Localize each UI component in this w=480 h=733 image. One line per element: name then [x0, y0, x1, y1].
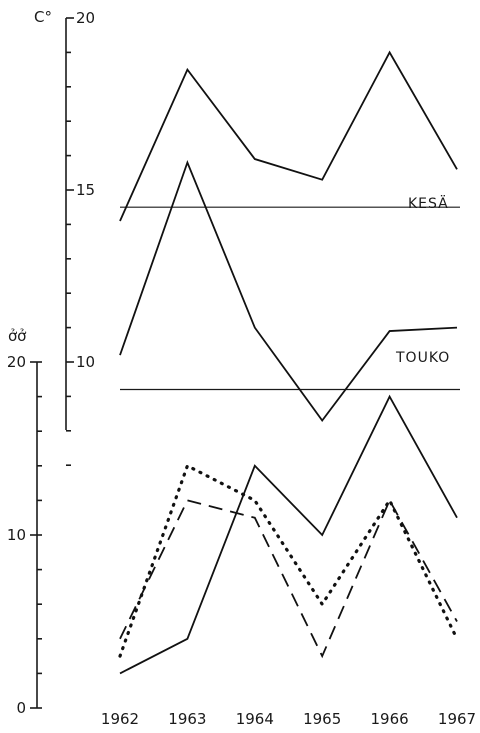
- count-y-axis-title: ởở: [8, 327, 27, 345]
- temperature-tick-label: 10: [76, 353, 95, 371]
- count-series-line-0: [119, 394, 458, 675]
- temperature-series-line-1: [119, 159, 458, 422]
- count-series-line-1: [119, 498, 458, 659]
- x-axis-labels: 1962 1963 1964 1965 1966 1967: [101, 710, 476, 728]
- temperature-tick-label: 20: [76, 9, 95, 27]
- x-tick-label: 1963: [168, 710, 206, 728]
- count-tick-label: 20: [7, 353, 26, 371]
- x-tick-label: 1966: [371, 710, 409, 728]
- series-label-touko: TOUKO: [395, 350, 450, 366]
- x-tick-label: 1967: [438, 710, 476, 728]
- reference-lines: [120, 206, 460, 391]
- count-tick-label: 0: [16, 699, 26, 717]
- temperature-y-ticks: 10 15 20: [66, 9, 95, 467]
- x-tick-label: 1964: [236, 710, 274, 728]
- count-y-ticks: 0 10 20: [7, 353, 42, 717]
- count-tick-label: 10: [7, 526, 26, 544]
- x-tick-label: 1965: [303, 710, 341, 728]
- series-layer: [118, 50, 459, 675]
- temperature-series-line-0: [119, 50, 458, 222]
- temperature-y-axis-title: C°: [34, 8, 52, 26]
- temperature-tick-label: 15: [76, 181, 95, 199]
- count-series-line-2: [118, 463, 459, 658]
- series-label-kesa: KESÄ: [408, 194, 449, 212]
- x-tick-label: 1962: [101, 710, 139, 728]
